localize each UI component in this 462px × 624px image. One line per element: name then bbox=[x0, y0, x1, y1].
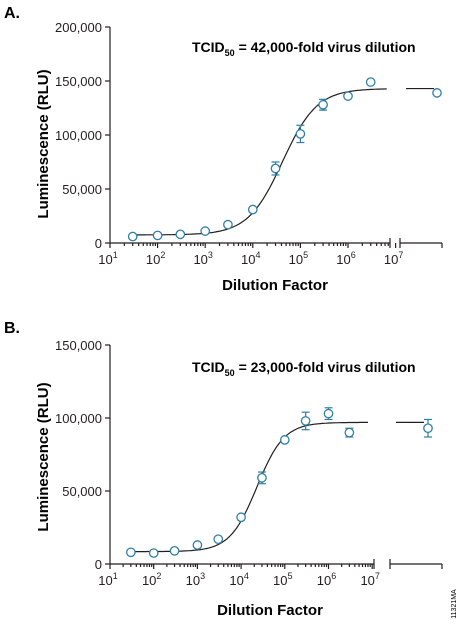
panel-a-x-tick-label: 104 bbox=[241, 250, 260, 267]
panel-b-x-tick-label: 102 bbox=[142, 571, 161, 588]
panel-b-data-point bbox=[323, 408, 334, 419]
panel-a-y-axis-title: Luminescence (RLU) bbox=[35, 69, 52, 218]
panel-b-x-axis-title: Dilution Factor bbox=[217, 602, 323, 619]
panel-b-fit-curve bbox=[129, 421, 368, 553]
panel-b-data-point bbox=[213, 534, 224, 545]
panel-b-data-point bbox=[257, 473, 267, 483]
panel-a-data-point bbox=[175, 229, 186, 240]
panel-a-label: A. bbox=[4, 5, 20, 22]
panel-b-y-tick-label: 150,000 bbox=[55, 338, 102, 353]
panel-b-tcid-sub: 50 bbox=[225, 368, 235, 378]
panel-b-data-point bbox=[236, 512, 246, 523]
panel-b-y-tick-label: 100,000 bbox=[55, 411, 102, 426]
panel-a-x-tick-label: 107 bbox=[384, 250, 403, 267]
panel-a-y-tick-label: 150,000 bbox=[55, 74, 102, 89]
panel-a-x-tick-label: 103 bbox=[193, 250, 212, 267]
panel-a-data-point bbox=[270, 163, 281, 174]
panel-b-data-point bbox=[344, 427, 355, 438]
panel-b-x-tick-label: 103 bbox=[186, 571, 205, 588]
panel-b-y-tick-label: 50,000 bbox=[62, 484, 102, 499]
panel-a-tcid-sub: 50 bbox=[225, 48, 235, 58]
panel-a-x-tick-label: 102 bbox=[146, 250, 165, 267]
chart-marks: 0 50,000 100,000 150,000 200,000 101 102 103 104… bbox=[55, 20, 443, 588]
panel-b-data-point bbox=[169, 546, 180, 556]
panel-b-x-tick-label: 104 bbox=[229, 571, 248, 588]
panel-b-data-point bbox=[192, 540, 203, 550]
panel-b-label: B. bbox=[4, 320, 20, 337]
panel-b-y-tick-label: 0 bbox=[95, 557, 102, 572]
panel-b-data-point bbox=[148, 548, 159, 558]
panel-a-fit-curve bbox=[131, 88, 387, 236]
panel-a-data-point bbox=[318, 99, 328, 110]
panel-a-data-point bbox=[365, 77, 376, 87]
panel-b-data-point bbox=[279, 435, 290, 445]
panel-a-tcid-post: = 42,000-fold virus dilution bbox=[235, 39, 416, 55]
panel-a-x-tick-label: 105 bbox=[289, 250, 308, 267]
panel-a-y-tick-label: 0 bbox=[95, 236, 102, 251]
panel-b-x-tick-label: 101 bbox=[98, 571, 117, 588]
panel-a-data-point bbox=[152, 230, 163, 241]
panel-b-x-tick-label: 106 bbox=[317, 571, 336, 588]
figure-id: 11321MA bbox=[451, 589, 458, 619]
panel-b-tcid-post: = 23,000-fold virus dilution bbox=[235, 359, 416, 375]
panel-a-data-point bbox=[247, 204, 258, 215]
panel-a-tcid-pre: TCID bbox=[192, 39, 225, 55]
panel-a-x-axis-title: Dilution Factor bbox=[222, 277, 328, 294]
panel-a-x-tick-label: 106 bbox=[336, 250, 355, 267]
panel-a-data-point bbox=[295, 129, 306, 139]
panel-a-y-tick-label: 100,000 bbox=[55, 128, 102, 143]
panel-a-y-tick-label: 50,000 bbox=[62, 182, 102, 197]
panel-a-plot: 0 50,000 100,000 150,000 200,000 101 102 103 104… bbox=[55, 20, 443, 267]
panel-b-y-axis-title: Luminescence (RLU) bbox=[35, 382, 52, 531]
panel-a-data-point bbox=[127, 231, 138, 242]
panel-b-x-tick-label: 105 bbox=[273, 571, 292, 588]
panel-b-plot: 0 50,000 100,000 150,000 101 102 103 104 105 106 1… bbox=[55, 338, 443, 588]
panel-b-data-point bbox=[300, 416, 311, 426]
panel-a-data-point bbox=[223, 219, 233, 230]
panel-b-tcid-pre: TCID bbox=[192, 359, 225, 375]
panel-a-y-tick-label: 200,000 bbox=[55, 20, 102, 35]
panel-b-data-point bbox=[126, 547, 136, 558]
panel-a-data-point bbox=[200, 226, 211, 236]
panel-b-data-point bbox=[423, 423, 433, 434]
panel-b-tcid-annotation: TCID50 = 23,000-fold virus dilution bbox=[192, 359, 416, 378]
panel-a-tcid-annotation: TCID50 = 42,000-fold virus dilution bbox=[192, 39, 416, 58]
panel-a-x-tick-label: 101 bbox=[98, 250, 117, 267]
panel-a-data-point bbox=[343, 91, 353, 101]
panel-b-x-tick-label: 107 bbox=[360, 571, 379, 588]
panel-a-data-point bbox=[432, 88, 442, 98]
